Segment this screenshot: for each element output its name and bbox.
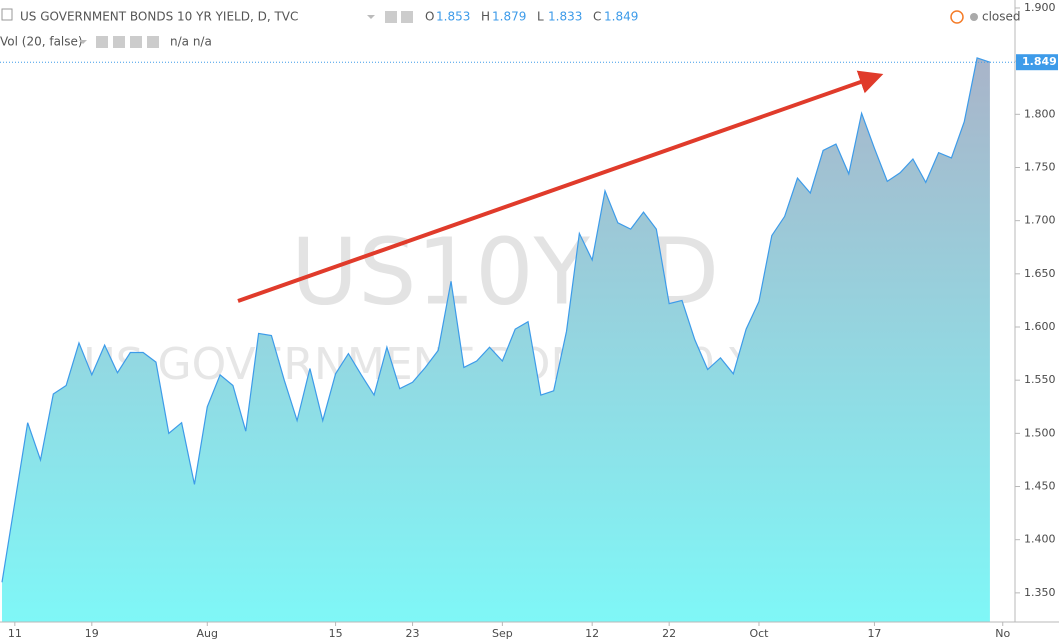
series-layer (0, 57, 1015, 622)
x-tick-label: 19 (85, 627, 99, 640)
ohlc-value: 1.879 (492, 10, 526, 24)
ohlc-label: H (481, 10, 490, 24)
indicator-icon[interactable] (96, 36, 108, 48)
y-tick-label: 1.600 (1024, 320, 1056, 333)
last-price-label: 1.849 (1022, 55, 1057, 68)
market-status: closed (982, 10, 1021, 24)
y-tick-label: 1.500 (1024, 426, 1056, 439)
y-tick-label: 1.550 (1024, 373, 1056, 386)
dropdown[interactable] (79, 40, 87, 44)
indicator-values: n/a n/a (170, 35, 212, 49)
ohlc: O 1.853 H 1.879 L 1.833 C 1.849 (425, 10, 638, 24)
area (2, 57, 990, 622)
indicator-name: Vol (20, false) (0, 35, 83, 49)
indicator-icon[interactable] (147, 36, 159, 48)
status-dot (970, 13, 978, 21)
x-tick-label: 11 (8, 627, 22, 640)
y-tick-label: 1.450 (1024, 480, 1056, 493)
ohlc-value: 1.853 (436, 10, 470, 24)
y-tick-label: 1.650 (1024, 267, 1056, 280)
header: US GOVERNMENT BONDS 10 YR YIELD, D, TVC … (0, 8, 1021, 49)
price-axis (1015, 0, 1059, 642)
x-tick-label: No (995, 627, 1010, 640)
ohlc-label: O (425, 10, 434, 24)
indicator-icon[interactable] (130, 36, 142, 48)
collapse-icon[interactable] (1, 8, 13, 21)
x-tick-label: 23 (406, 627, 420, 640)
y-tick-label: 1.350 (1024, 586, 1056, 599)
x-tick-label: 22 (662, 627, 676, 640)
y-tick-label: 1.900 (1024, 1, 1056, 14)
x-tick-label: Oct (749, 627, 769, 640)
dropdown[interactable] (367, 15, 375, 19)
axes: 1.350 1.400 1.450 1.500 1.550 1.600 1.650 1.700… (8, 1, 1058, 640)
warning-icon[interactable] (950, 10, 964, 24)
last-price-box (1016, 54, 1058, 71)
x-tick-label: Aug (197, 627, 218, 640)
y-tick-label: 1.800 (1024, 107, 1056, 120)
trend-arrow (237, 70, 884, 303)
x-tick-label: Sep (492, 627, 513, 640)
ohlc-label: C (593, 10, 601, 24)
y-tick-label: 1.400 (1024, 533, 1056, 546)
settings-icon[interactable] (385, 11, 397, 23)
y-tick-label: 1.700 (1024, 214, 1056, 227)
x-tick-label: 12 (585, 627, 599, 640)
x-tick-label: 15 (329, 627, 343, 640)
x-tick-label: 17 (867, 627, 881, 640)
settings-icon[interactable] (401, 11, 413, 23)
indicator-icon[interactable] (113, 36, 125, 48)
ohlc-value: 1.849 (604, 10, 638, 24)
ohlc-label: L (537, 10, 544, 24)
ohlc-value: 1.833 (548, 10, 582, 24)
chart-title: US GOVERNMENT BONDS 10 YR YIELD, D, TVC (20, 10, 298, 24)
y-tick-label: 1.750 (1024, 160, 1056, 173)
line (1, 57, 991, 583)
